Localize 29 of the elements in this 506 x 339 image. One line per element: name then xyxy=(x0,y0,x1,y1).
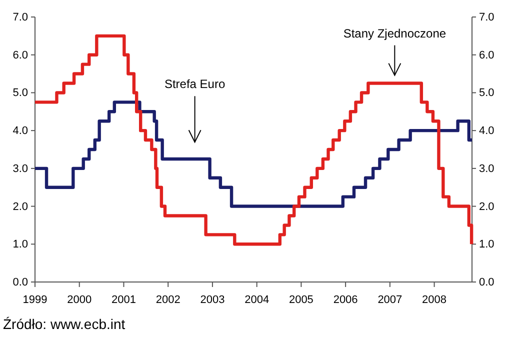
y-tick-label: 1.0 xyxy=(12,238,28,251)
x-tick-label: 2005 xyxy=(288,294,314,306)
x-tick-label: 2008 xyxy=(422,294,447,306)
x-tick-label: 2000 xyxy=(67,294,92,306)
annotation: Strefa Euro xyxy=(164,77,226,92)
y-tick-label: 7.0 xyxy=(12,12,28,24)
y-tick-label: 3.0 xyxy=(12,162,28,175)
x-tick-label: 2003 xyxy=(200,294,225,306)
y-tick-label: 6.0 xyxy=(12,49,28,62)
y-tick-label: 5.0 xyxy=(12,87,28,100)
y2-tick-label: 1.0 xyxy=(479,238,494,251)
x-tick-label: 1999 xyxy=(22,294,48,306)
y2-tick-label: 5.0 xyxy=(479,87,494,100)
annotation: Stany Zjednoczone xyxy=(343,26,446,40)
y2-tick-label: 0.0 xyxy=(479,276,494,289)
y2-tick-label: 2.0 xyxy=(479,200,494,213)
y2-tick-label: 4.0 xyxy=(479,125,494,138)
x-tick-label: 2002 xyxy=(156,294,180,306)
y2-tick-label: 3.0 xyxy=(479,162,494,175)
y-tick-label: 2.0 xyxy=(12,200,28,213)
y2-tick-label: 6.0 xyxy=(479,49,494,62)
x-tick-label: 2001 xyxy=(111,294,136,306)
y-tick-label: 4.0 xyxy=(12,125,28,138)
x-tick-label: 2006 xyxy=(333,294,358,306)
y2-tick-label: 7.0 xyxy=(479,12,494,24)
text: Źródło: www.ecb.int xyxy=(3,316,126,332)
x-tick-label: 2007 xyxy=(378,294,402,306)
y-tick-label: 0.0 xyxy=(12,276,28,289)
x-tick-label: 2004 xyxy=(244,294,270,306)
